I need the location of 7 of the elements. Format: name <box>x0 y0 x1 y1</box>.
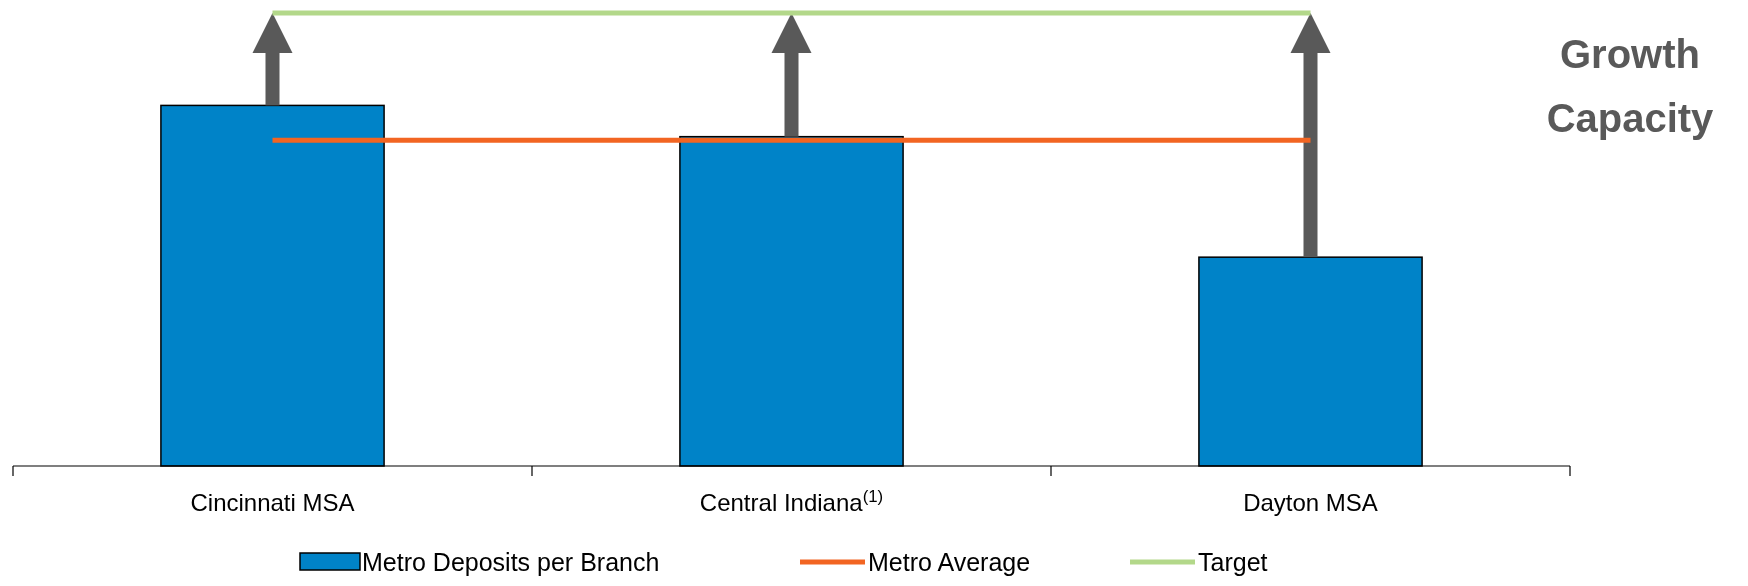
x-tick-label: Cincinnati MSA <box>190 489 355 516</box>
x-tick-label: Central Indiana$^{(1)}$ <box>699 486 884 516</box>
annotation: Growth Capacity <box>1546 32 1715 140</box>
legend-label: Target <box>1198 548 1268 576</box>
legend-label: Metro Average <box>868 548 1031 576</box>
legend-label: Metro Deposits per Branch <box>362 548 660 576</box>
x-tick-label: Dayton MSA <box>1243 489 1378 516</box>
